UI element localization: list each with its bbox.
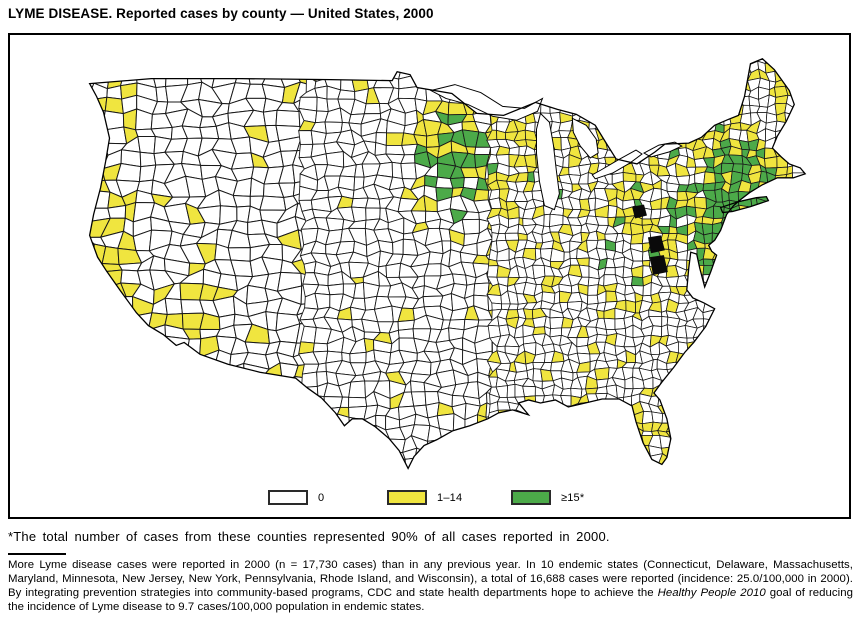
footnote-asterisk: *The total number of cases from these co… bbox=[8, 529, 610, 544]
divider-rule bbox=[8, 553, 66, 555]
caption-text-2: goal of reducing the incidence of Lyme d… bbox=[8, 586, 854, 613]
legend-label-high: ≥15* bbox=[561, 491, 585, 504]
figure-caption: More Lyme disease cases were reported in… bbox=[8, 559, 853, 615]
caption-text-1: More Lyme disease cases were reported in… bbox=[8, 559, 853, 599]
legend-item-low: 1–14 bbox=[387, 490, 462, 505]
legend-swatch-zero bbox=[268, 490, 308, 505]
legend-label-zero: 0 bbox=[318, 491, 325, 504]
legend-item-zero: 0 bbox=[268, 490, 324, 505]
caption-italic-healthy-people-2010: Healthy People 2010 bbox=[657, 586, 766, 599]
legend-swatch-low bbox=[387, 490, 427, 505]
legend-swatch-high bbox=[511, 490, 551, 505]
map-frame: 0 1–14 ≥15* bbox=[8, 33, 851, 519]
legend-label-low: 1–14 bbox=[437, 491, 463, 504]
us-county-map bbox=[88, 58, 807, 470]
figure-title: LYME DISEASE. Reported cases by county —… bbox=[8, 6, 434, 21]
legend-item-high: ≥15* bbox=[511, 490, 584, 505]
